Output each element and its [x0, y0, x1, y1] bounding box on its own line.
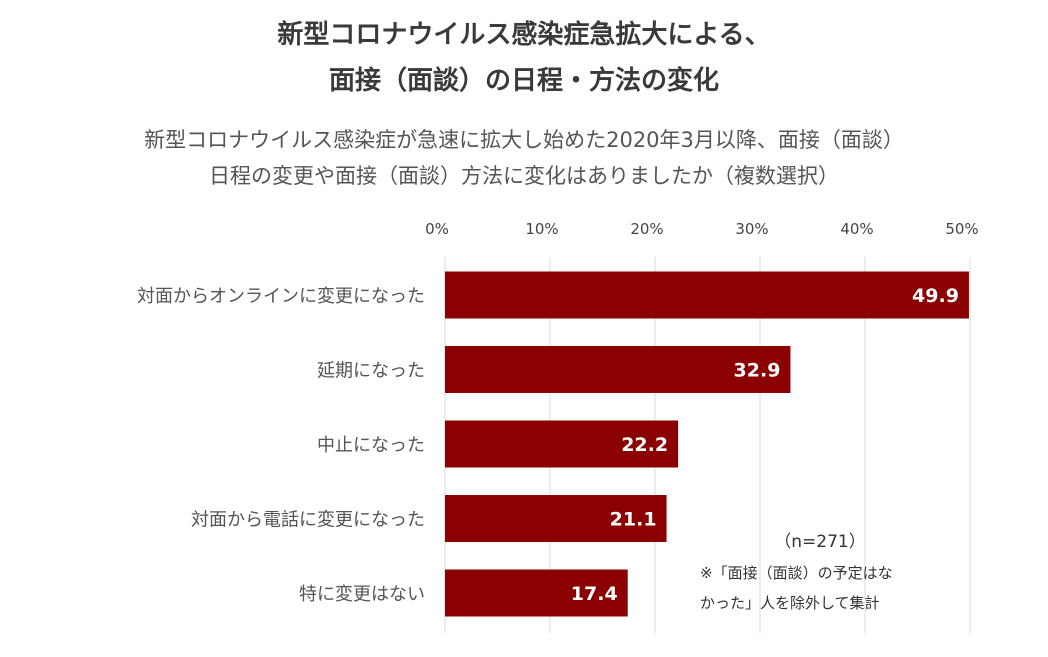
- bar-1: [445, 271, 969, 319]
- category-label-5: 特に変更はない: [299, 584, 425, 605]
- category-label-2: 延期になった: [317, 361, 425, 382]
- x-tick-label-0: 0%: [425, 220, 449, 238]
- x-axis-ticks: 0% 10% 20% 30% 40% 50%: [425, 220, 979, 238]
- chart-title-line-2: 面接（面談）の日程・方法の変化: [328, 66, 719, 96]
- value-label-1: 49.9: [912, 285, 959, 307]
- value-label-4: 21.1: [610, 509, 657, 531]
- x-tick-label-50: 50%: [945, 220, 978, 238]
- footnote-line-2: かった」人を除外して集計: [700, 594, 880, 612]
- bar-2: [445, 346, 791, 393]
- footnote-line-1: ※「面接（面談）の予定はな: [700, 564, 893, 582]
- category-label-3: 中止になった: [317, 435, 425, 456]
- value-label-5: 17.4: [571, 583, 618, 605]
- question-text-line-2: 日程の変更や面接（面談）方法に変化はありましたか（複数選択）: [209, 164, 839, 188]
- chart-title-line-1: 新型コロナウイルス感染症急拡大による、: [277, 20, 771, 50]
- value-label-3: 22.2: [621, 434, 668, 456]
- category-labels: 対面からオンラインに変更になった延期になった中止になった対面から電話に変更になっ…: [137, 286, 425, 605]
- category-label-1: 対面からオンラインに変更になった: [137, 286, 425, 307]
- value-label-2: 32.9: [734, 360, 781, 382]
- bar-5: [445, 569, 628, 617]
- x-tick-label-30: 30%: [735, 220, 768, 238]
- sample-size-note: （n=271）: [774, 532, 866, 552]
- bar-3: [445, 420, 679, 468]
- x-tick-label-40: 40%: [840, 220, 873, 238]
- value-labels: 49.9 32.9 22.2 21.1 17.4: [571, 285, 959, 605]
- question-text-line-1: 新型コロナウイルス感染症が急速に拡大し始めた2020年3月以降、面接（面談）: [144, 128, 904, 152]
- x-tick-label-10: 10%: [525, 220, 558, 238]
- category-label-4: 対面から電話に変更になった: [191, 510, 425, 531]
- bars: [445, 271, 969, 617]
- bar-4: [445, 495, 667, 542]
- x-tick-label-20: 20%: [630, 220, 663, 238]
